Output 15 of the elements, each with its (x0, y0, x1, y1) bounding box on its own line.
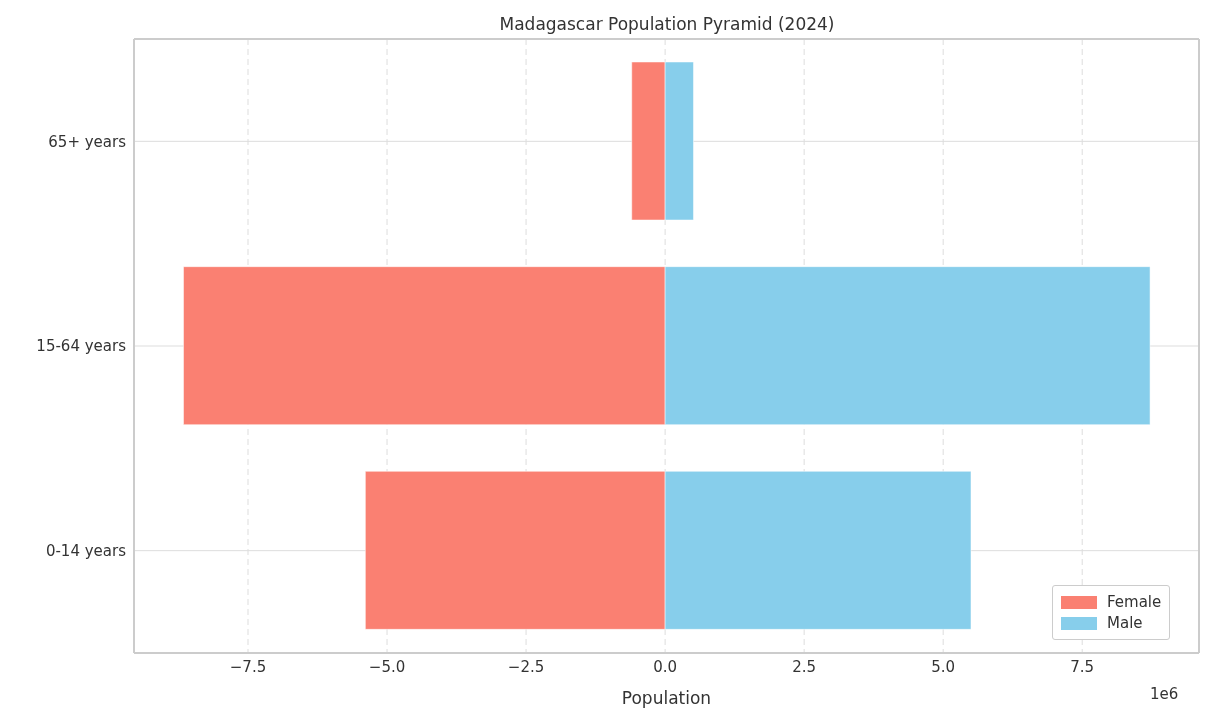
x-tick-label: 7.5 (1070, 657, 1095, 676)
x-tick-label: −7.5 (229, 657, 267, 676)
y-tick-label: 65+ years (48, 132, 127, 151)
legend-label: Female (1107, 593, 1162, 611)
x-tick-label: −5.0 (368, 657, 406, 676)
x-tick-label: −2.5 (507, 657, 545, 676)
legend-label: Male (1107, 614, 1143, 632)
x-tick-label: 2.5 (792, 657, 817, 676)
x-tick-label: 5.0 (931, 657, 956, 676)
chart-title: Madagascar Population Pyramid (2024) (498, 14, 836, 34)
x-axis-title: Population (621, 688, 712, 708)
y-tick-label: 15-64 years (36, 337, 127, 356)
x-tick-label: 0.0 (653, 657, 678, 676)
y-tick-label: 0-14 years (45, 541, 127, 560)
text: 1e6 (1150, 685, 1179, 703)
